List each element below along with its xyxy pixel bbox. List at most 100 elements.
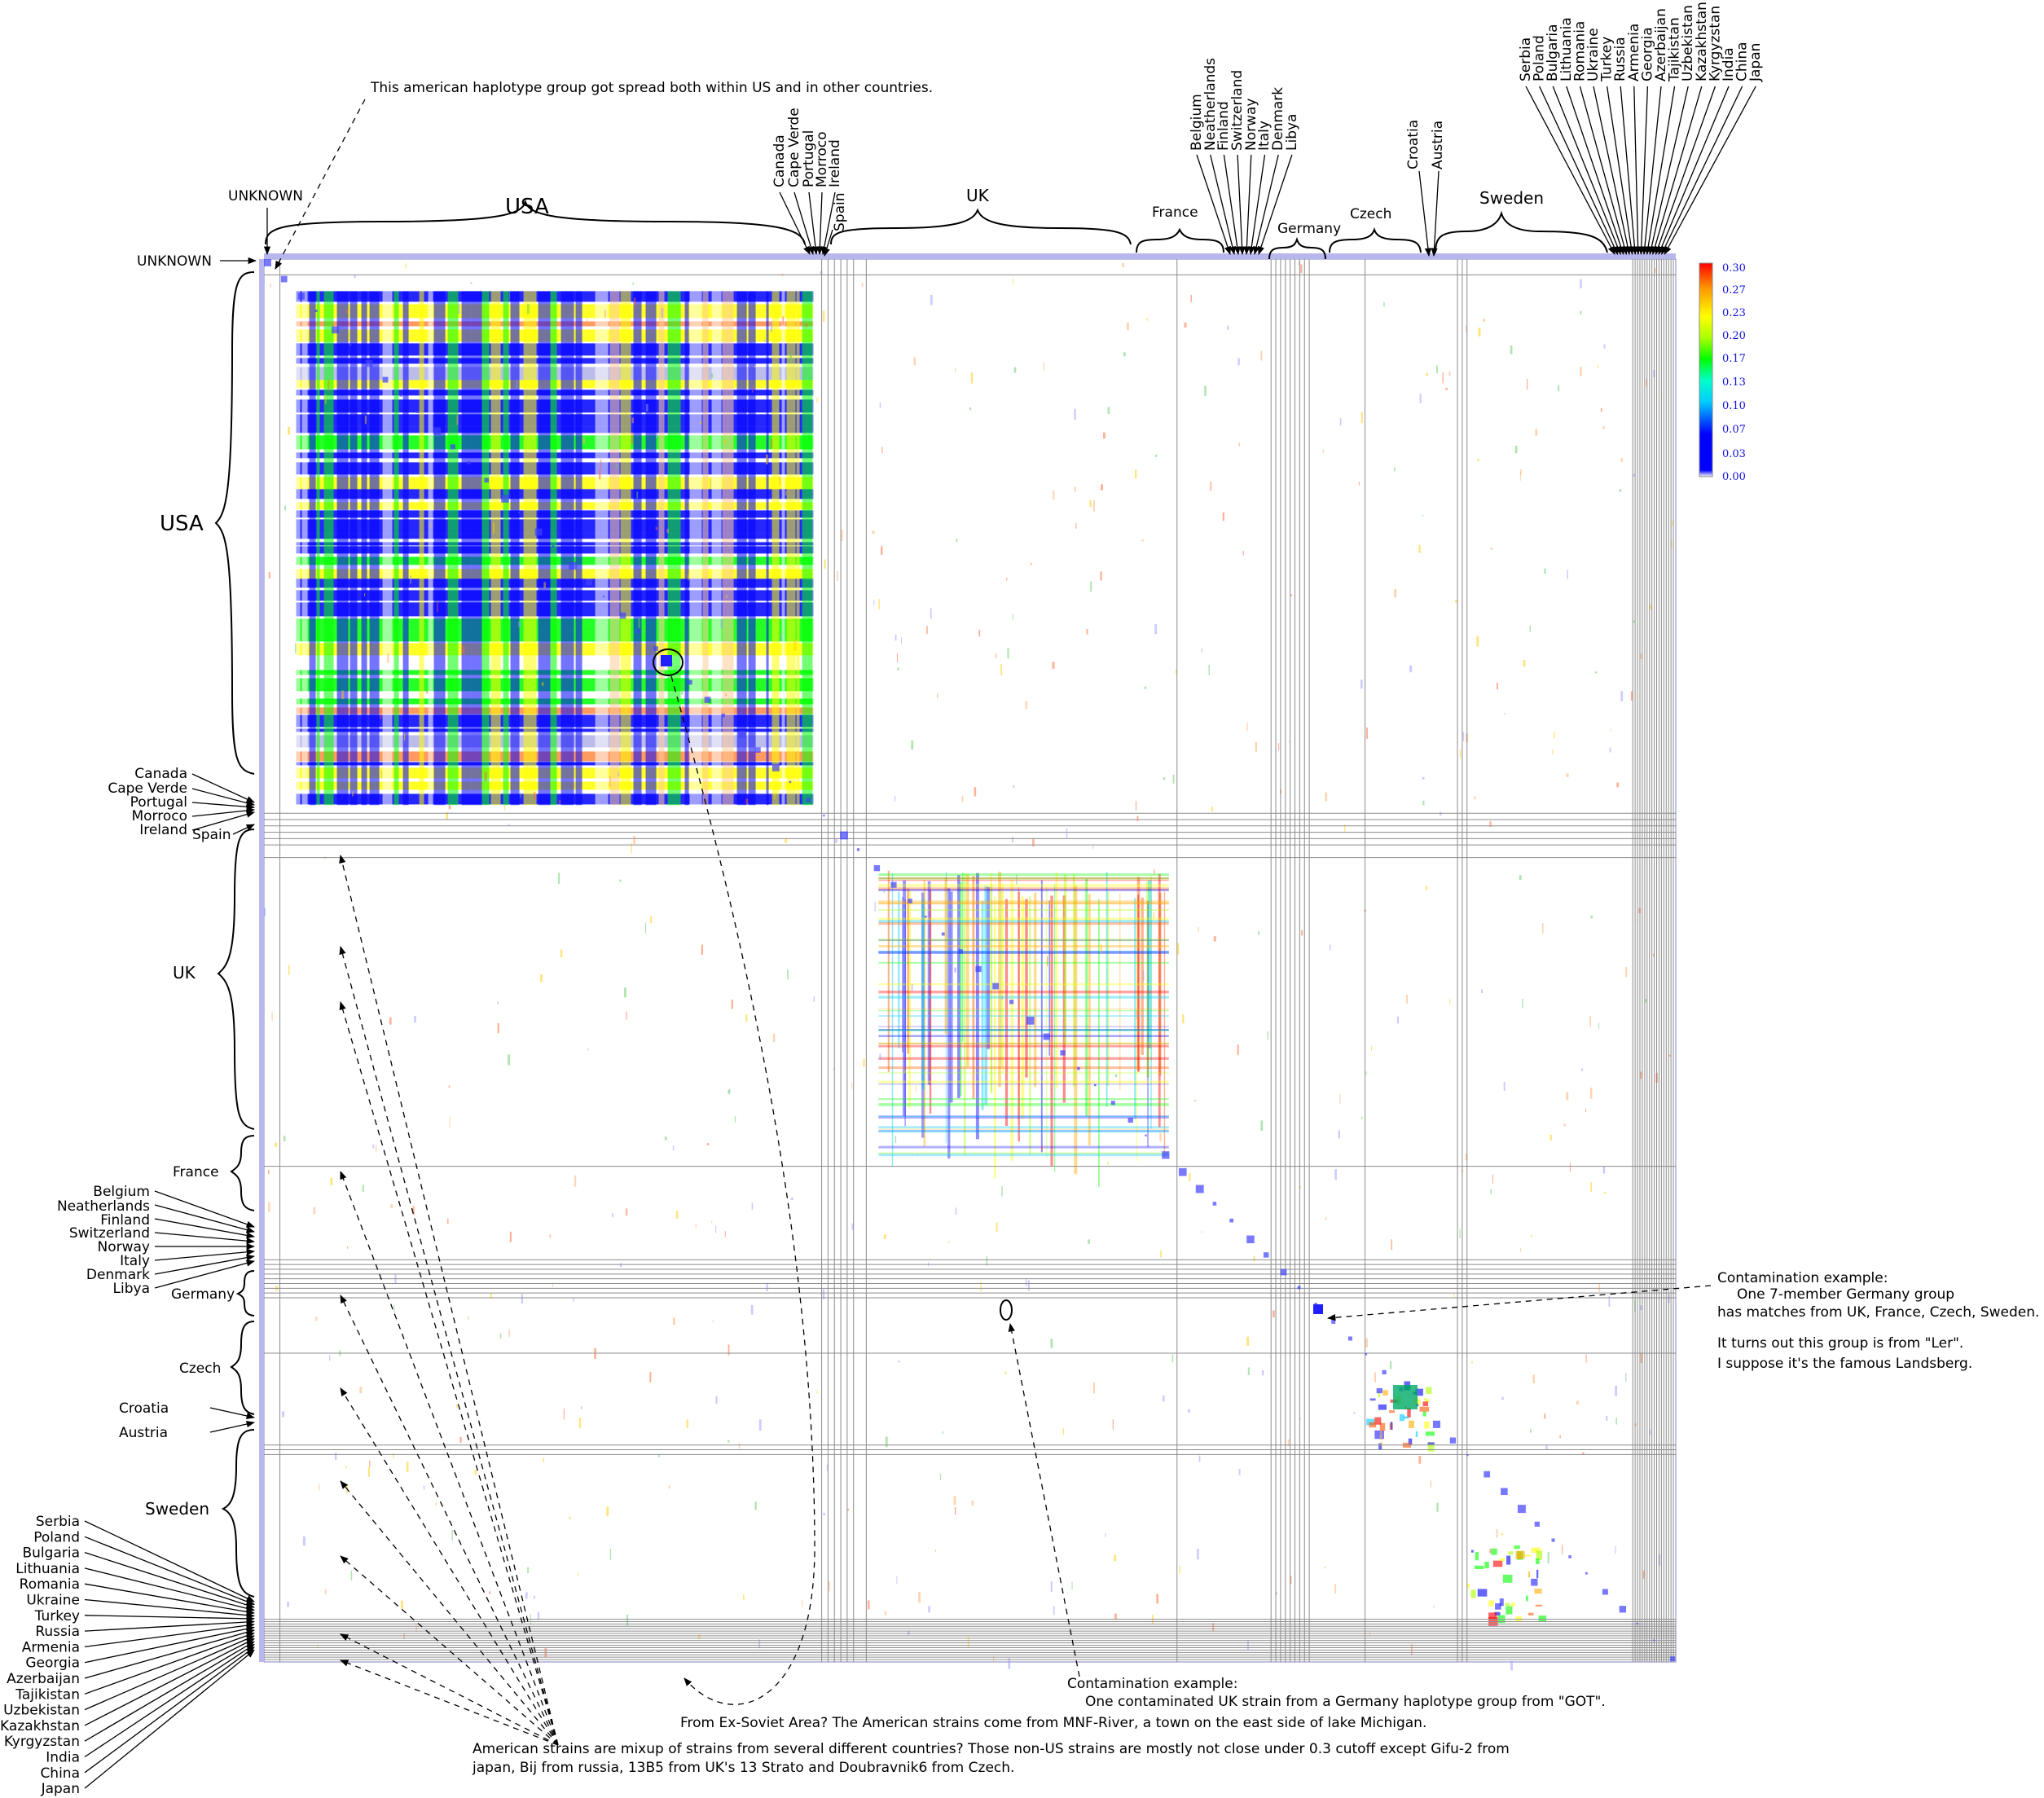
arrow-left-small: [154, 1190, 255, 1228]
usa-col-band: [419, 291, 424, 806]
sparse-cell: [1544, 1413, 1546, 1419]
sparse-cell: [1358, 481, 1360, 486]
sparse-cell: [1171, 1354, 1174, 1363]
top-group-labels: [265, 200, 1608, 260]
sparse-cell: [743, 1594, 745, 1600]
sparse-cell: [1418, 1455, 1422, 1464]
sparse-cell: [1016, 874, 1018, 885]
sparse-cell: [1275, 1592, 1277, 1595]
sparse-cell: [1632, 620, 1635, 623]
diagonal-block: [1517, 1505, 1526, 1514]
sparse-cell: [1535, 429, 1538, 436]
sparse-cell: [1477, 458, 1479, 462]
sparse-cell: [520, 792, 522, 798]
sparse-cell: [917, 1153, 918, 1156]
arrow-top-small: [1593, 86, 1632, 256]
sparse-cell: [1025, 1278, 1027, 1286]
sparse-cell: [400, 1600, 403, 1609]
sparse-cell: [448, 1085, 451, 1088]
brace-sweden-left: [221, 1429, 255, 1598]
sparse-cell: [268, 571, 270, 579]
sparse-cell: [1471, 1361, 1473, 1365]
uk-row-band: [878, 1015, 1169, 1017]
cluster-cell: [1514, 1545, 1520, 1550]
uk-row-band: [878, 1115, 1169, 1118]
sparse-cell: [369, 1460, 371, 1468]
cluster-cell: [1382, 1390, 1388, 1396]
diagonal-block: [687, 679, 692, 685]
diagonal-block: [1484, 1470, 1491, 1478]
sparse-cell: [390, 1204, 393, 1208]
sparse-cell: [1053, 490, 1055, 500]
uk-col-band: [1046, 887, 1048, 1158]
sparse-cell: [1066, 828, 1068, 839]
diagonal-block: [602, 596, 604, 598]
diagonal-block: [1568, 1555, 1571, 1558]
arrow-left-small: [84, 1625, 256, 1664]
sparse-cell: [527, 304, 530, 314]
usa-col-band: [595, 291, 609, 806]
uk-col-band: [891, 873, 894, 1167]
diagonal-block: [1653, 1639, 1655, 1642]
diagonal-block: [450, 444, 455, 450]
arrow-top-small: [1210, 154, 1236, 256]
cluster-cell: [1389, 1410, 1396, 1413]
usa-col-band: [560, 291, 574, 806]
sparse-cell: [1365, 728, 1368, 739]
cluster-cell: [1419, 1406, 1430, 1412]
sparse-cell: [895, 1136, 897, 1143]
cluster-cell: [1427, 1442, 1435, 1445]
sparse-cell: [405, 263, 407, 269]
sparse-cell: [559, 800, 561, 804]
sparse-cell: [1278, 743, 1280, 751]
cluster-cell: [1475, 1551, 1479, 1561]
sparse-cell: [1100, 944, 1102, 953]
sparse-cell: [1552, 750, 1554, 754]
usa-col-band: [510, 291, 520, 806]
uk-col-band: [1018, 887, 1019, 1120]
usa-col-band: [490, 291, 501, 806]
sparse-cell: [1406, 994, 1408, 1004]
top-label-finland: Finland: [1215, 101, 1232, 151]
diagonal-block: [941, 932, 945, 936]
sparse-cell: [1526, 378, 1528, 390]
diagonal-block: [856, 848, 860, 851]
sparse-cell: [1433, 1605, 1435, 1608]
arrow-top-small: [1243, 154, 1252, 256]
arrow-american-mix: [340, 1171, 559, 1746]
diagonal-block: [1094, 1084, 1097, 1087]
sparse-cell: [1114, 1554, 1117, 1562]
sparse-cell: [497, 1022, 499, 1034]
sparse-cell: [612, 1213, 613, 1217]
sparse-cell: [644, 922, 647, 934]
sparse-cell: [1585, 1108, 1587, 1113]
uk-row-band: [878, 1010, 1169, 1012]
sparse-cell: [632, 282, 635, 285]
sparse-cell: [1177, 943, 1180, 955]
diagonal-block: [1297, 1286, 1301, 1290]
sparse-cell: [474, 1470, 477, 1475]
uk-row-band: [878, 1129, 1169, 1133]
left-label-east-country: Serbia: [36, 1514, 80, 1530]
sparse-cell: [1523, 659, 1526, 667]
uk-row-band: [878, 939, 1169, 941]
sparse-cell: [883, 1234, 886, 1239]
arrow-left-small: [84, 1520, 255, 1602]
sparse-cell: [341, 690, 345, 700]
top-label-east-country: Tajikistan: [1667, 17, 1683, 82]
sparse-cell: [1154, 624, 1158, 635]
sparse-cell: [911, 984, 913, 991]
cluster-cell: [1427, 1442, 1435, 1452]
diagonal-block: [1077, 1066, 1080, 1070]
sparse-cell: [1426, 886, 1428, 890]
sparse-cell: [1562, 1545, 1563, 1554]
sparse-cell: [462, 645, 465, 654]
sparse-cell: [330, 1177, 333, 1185]
sparse-cell: [1531, 1235, 1532, 1238]
arrow-left-small: [84, 1629, 256, 1679]
sparse-cell: [1519, 875, 1522, 881]
sparse-cell: [631, 842, 632, 854]
uk-col-band: [1085, 878, 1088, 1116]
diagonal-block: [1009, 1000, 1014, 1005]
sparse-cell: [1489, 820, 1492, 827]
